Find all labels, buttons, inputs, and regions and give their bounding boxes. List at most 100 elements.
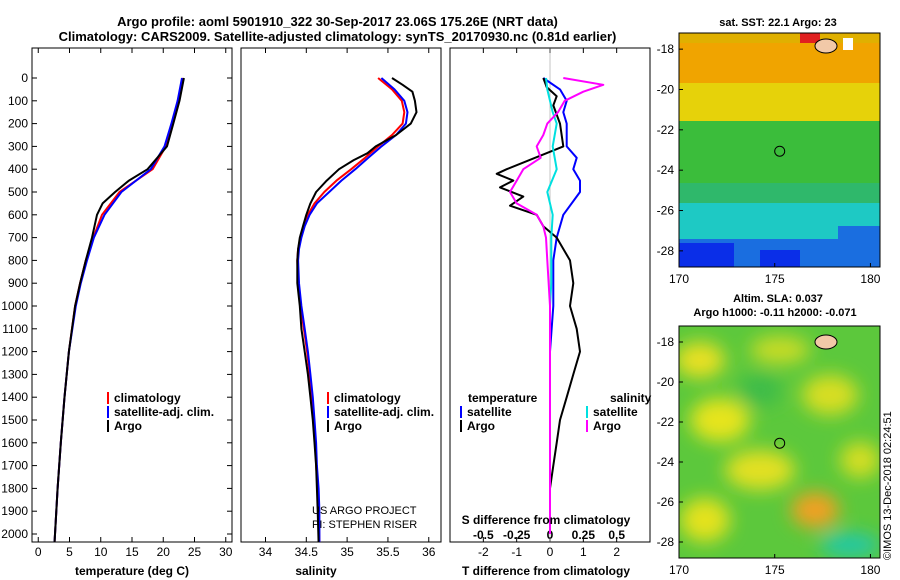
depth-tick-label: 800 bbox=[8, 253, 28, 267]
sla-lon-tick-labels: 170 175 180 bbox=[669, 554, 881, 577]
island-fiji bbox=[814, 334, 838, 350]
x-tick-label: 36 bbox=[422, 545, 436, 559]
x-tick-label: 0 bbox=[35, 545, 42, 559]
sst-lat-tick-labels: -18 -20 -22 -24 -26 -28 bbox=[657, 42, 683, 258]
sla-blob bbox=[725, 450, 795, 490]
sst-patch-blue-right bbox=[838, 226, 880, 240]
depth-tick-label: 700 bbox=[8, 231, 28, 245]
salinity-xlabel: salinity bbox=[295, 564, 337, 578]
legend-label-s-satellite: satellite bbox=[593, 405, 638, 419]
s-difference-tick-label: -0.5 bbox=[473, 528, 494, 542]
lon-tick-label: 180 bbox=[860, 563, 880, 577]
sla-blob bbox=[820, 533, 880, 557]
sla-blob bbox=[680, 498, 730, 542]
series-line-argo bbox=[509, 77, 605, 534]
lat-tick-label: -26 bbox=[657, 204, 675, 218]
sst-band-green bbox=[679, 121, 880, 183]
x-tick-label: -2 bbox=[478, 545, 489, 559]
legend-label-s-argo: Argo bbox=[593, 419, 621, 433]
legend-title-salinity: salinity bbox=[610, 391, 652, 405]
temperature-tick-labels: 0 5 10 15 20 25 30 bbox=[35, 48, 233, 559]
sst-map-frame bbox=[678, 32, 881, 268]
depth-tick-label: 100 bbox=[8, 94, 28, 108]
series-line-satellite-adj-clim- bbox=[297, 77, 409, 542]
legend-label-satellite: satellite-adj. clim. bbox=[334, 405, 434, 419]
sla-map-title-1: Altim. SLA: 0.037 bbox=[733, 293, 823, 305]
project-line-1: US ARGO PROJECT bbox=[312, 505, 417, 517]
sla-blob bbox=[679, 342, 725, 378]
legend-label-argo: Argo bbox=[114, 419, 142, 433]
sla-map-title-2: Argo h1000: -0.11 h2000: -0.071 bbox=[693, 307, 856, 319]
x-tick-label: 20 bbox=[157, 545, 171, 559]
sst-band-green-teal bbox=[679, 183, 880, 203]
x-tick-label: 34 bbox=[259, 545, 273, 559]
lat-tick-label: -24 bbox=[657, 163, 675, 177]
lon-tick-label: 170 bbox=[669, 272, 689, 286]
series-line-argo bbox=[296, 77, 418, 542]
sst-lon-tick-labels: 170 175 180 bbox=[669, 263, 881, 286]
series-line-argo bbox=[495, 77, 581, 534]
x-tick-label: 34.5 bbox=[295, 545, 319, 559]
difference-panel: -2 -1 0 1 2 -0.5 -0.25 0 0.25 0.5 T difference f… bbox=[449, 47, 652, 578]
depth-tick-label: 500 bbox=[8, 185, 28, 199]
sst-patch-deep-blue bbox=[679, 243, 734, 267]
depth-tick-label: 1200 bbox=[1, 345, 28, 359]
x-tick-label: 1 bbox=[580, 545, 587, 559]
difference-legend: temperature satellite Argo salinity sate… bbox=[460, 391, 652, 433]
temperature-lines bbox=[53, 77, 185, 542]
sst-heatmap bbox=[679, 33, 880, 267]
lat-tick-label: -20 bbox=[657, 375, 675, 389]
depth-tick-label: 1600 bbox=[1, 436, 28, 450]
sla-blob bbox=[738, 374, 782, 406]
salinity-tick-labels: 34 34.5 35 35.5 36 bbox=[259, 48, 436, 559]
profile-marker bbox=[774, 145, 786, 157]
salinity-panel: 34 34.5 35 35.5 36 salinity climatology sate… bbox=[240, 47, 442, 578]
depth-tick-label: 400 bbox=[8, 162, 28, 176]
legend-label-climatology: climatology bbox=[334, 391, 401, 405]
sla-blob bbox=[750, 336, 810, 364]
s-difference-label: S difference from climatology bbox=[462, 513, 631, 527]
legend-label-t-argo: Argo bbox=[467, 419, 495, 433]
depth-tick-label: 0 bbox=[21, 71, 28, 85]
sst-patch-red bbox=[800, 33, 820, 43]
x-tick-label: -1 bbox=[511, 545, 522, 559]
depth-tick-label: 1800 bbox=[1, 481, 28, 495]
island-white-patch bbox=[843, 38, 853, 50]
lon-tick-label: 180 bbox=[860, 272, 880, 286]
difference-lines bbox=[495, 48, 605, 542]
x-tick-label: 35.5 bbox=[376, 545, 400, 559]
s-difference-tick-label: 0.5 bbox=[608, 528, 625, 542]
depth-tick-label: 200 bbox=[8, 117, 28, 131]
x-tick-label: 2 bbox=[613, 545, 620, 559]
x-tick-label: 5 bbox=[66, 545, 73, 559]
sla-map-panel: Altim. SLA: 0.037 Argo h1000: -0.11 h200… bbox=[657, 293, 881, 577]
sla-map-frame bbox=[678, 325, 881, 559]
series-line-argo bbox=[53, 77, 185, 542]
s-difference-tick-label: -0.25 bbox=[503, 528, 531, 542]
lat-tick-label: -22 bbox=[657, 415, 675, 429]
salinity-legend: climatology satellite-adj. clim. Argo bbox=[327, 391, 434, 433]
sst-map-title: sat. SST: 22.1 Argo: 23 bbox=[719, 17, 837, 29]
depth-tick-label: 1300 bbox=[1, 367, 28, 381]
sla-blobs bbox=[679, 336, 880, 557]
sst-patch-deep-blue-2 bbox=[760, 250, 800, 267]
title-line-1: Argo profile: aoml 5901910_322 30-Sep-20… bbox=[117, 14, 558, 29]
title-line-2: Climatology: CARS2009. Satellite-adjuste… bbox=[58, 29, 617, 44]
lat-tick-label: -26 bbox=[657, 495, 675, 509]
x-tick-label: 25 bbox=[188, 545, 202, 559]
sla-blob bbox=[791, 492, 839, 528]
sla-lat-tick-labels: -18 -20 -22 -24 -26 -28 bbox=[657, 335, 683, 549]
sst-band-yellow bbox=[679, 83, 880, 121]
depth-tick-label: 900 bbox=[8, 276, 28, 290]
profile-marker bbox=[774, 437, 786, 449]
temperature-axes-frame bbox=[31, 47, 233, 543]
legend-label-t-satellite: satellite bbox=[467, 405, 512, 419]
depth-tick-label: 2000 bbox=[1, 527, 28, 541]
lat-tick-label: -24 bbox=[657, 455, 675, 469]
x-tick-label: 10 bbox=[94, 545, 108, 559]
depth-tick-label: 1000 bbox=[1, 299, 28, 313]
legend-label-argo: Argo bbox=[334, 419, 362, 433]
page-title: Argo profile: aoml 5901910_322 30-Sep-20… bbox=[0, 14, 675, 44]
depth-tick-label: 1700 bbox=[1, 459, 28, 473]
lon-tick-label: 170 bbox=[669, 563, 689, 577]
